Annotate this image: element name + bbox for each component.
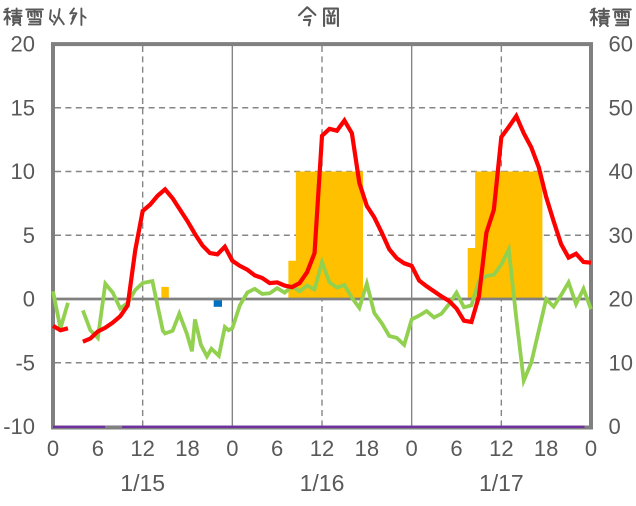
svg-text:6: 6: [92, 436, 104, 461]
svg-text:1/16: 1/16: [300, 470, 345, 496]
svg-text:18: 18: [534, 436, 558, 461]
svg-text:10: 10: [11, 159, 35, 184]
svg-text:12: 12: [489, 436, 513, 461]
svg-text:12: 12: [130, 436, 154, 461]
svg-text:18: 18: [175, 436, 199, 461]
svg-text:5: 5: [23, 223, 35, 248]
svg-text:6: 6: [450, 436, 462, 461]
svg-text:0: 0: [585, 436, 597, 461]
svg-text:0: 0: [226, 436, 238, 461]
svg-text:1/17: 1/17: [479, 470, 524, 496]
svg-text:0: 0: [23, 287, 35, 312]
svg-text:20: 20: [11, 32, 35, 57]
svg-text:0: 0: [609, 414, 621, 439]
svg-text:12: 12: [310, 436, 334, 461]
svg-text:20: 20: [609, 287, 633, 312]
svg-text:1/15: 1/15: [120, 470, 165, 496]
svg-text:-10: -10: [3, 414, 35, 439]
svg-text:-5: -5: [15, 350, 35, 375]
svg-text:50: 50: [609, 95, 633, 120]
svg-text:40: 40: [609, 159, 633, 184]
svg-text:60: 60: [609, 32, 633, 57]
svg-text:30: 30: [609, 223, 633, 248]
svg-text:15: 15: [11, 95, 35, 120]
svg-text:0: 0: [406, 436, 418, 461]
svg-text:18: 18: [355, 436, 379, 461]
svg-text:10: 10: [609, 350, 633, 375]
svg-text:6: 6: [271, 436, 283, 461]
svg-text:0: 0: [47, 436, 59, 461]
